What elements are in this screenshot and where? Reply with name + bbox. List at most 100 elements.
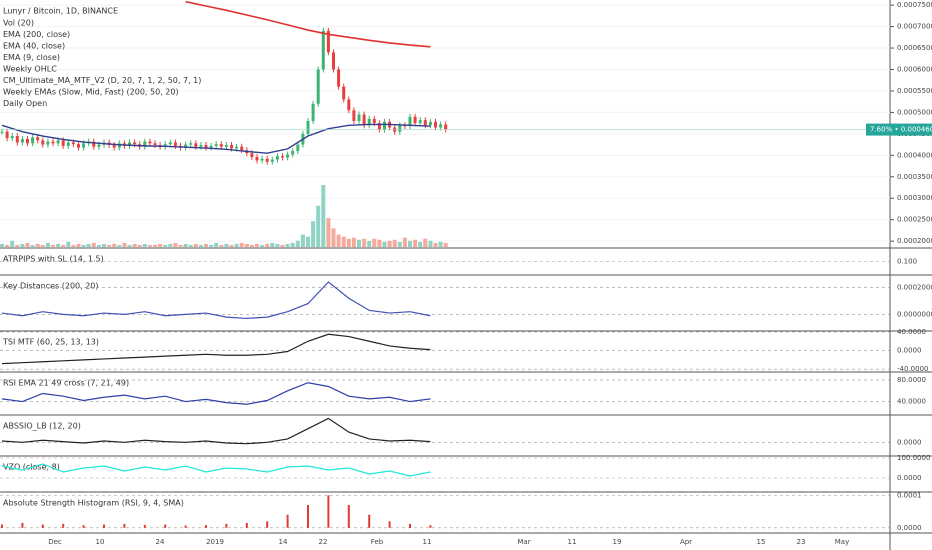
price-tick-label: 0.0002500 bbox=[897, 216, 932, 224]
volume-bar bbox=[71, 244, 76, 247]
volume-bar bbox=[25, 242, 30, 247]
volume-bar bbox=[163, 244, 168, 247]
candle-body bbox=[5, 131, 9, 139]
pane-label: RSI EMA 21 49 cross (7, 21, 49) bbox=[3, 379, 129, 388]
histogram-bar bbox=[286, 514, 289, 528]
candle-body bbox=[20, 139, 24, 143]
ema40-line bbox=[1, 123, 431, 154]
volume-bar bbox=[357, 239, 361, 247]
histogram-bar bbox=[205, 525, 207, 528]
histogram-bar bbox=[82, 525, 85, 528]
volume-bar bbox=[290, 242, 295, 247]
volume-bar bbox=[127, 244, 132, 247]
candle-body bbox=[51, 141, 55, 144]
histogram-bar bbox=[164, 524, 167, 528]
candle-body bbox=[291, 151, 295, 155]
candle-body bbox=[260, 158, 264, 161]
histogram-bar bbox=[21, 522, 24, 528]
candle-body bbox=[10, 136, 14, 139]
pane-tick-label: 0.00000000 bbox=[897, 310, 932, 318]
candle-body bbox=[0, 131, 4, 133]
volume-bar bbox=[86, 243, 91, 247]
candle-body bbox=[439, 124, 443, 128]
candle-body bbox=[296, 144, 300, 152]
volume-bar bbox=[397, 241, 402, 247]
volume-bar bbox=[40, 244, 45, 247]
candle-body bbox=[15, 136, 19, 143]
volume-bar bbox=[295, 240, 300, 247]
volume-bar bbox=[275, 243, 280, 247]
candle-body bbox=[332, 52, 335, 70]
candle-body bbox=[143, 141, 147, 147]
price-tick-label: 0.0007000 bbox=[897, 23, 932, 31]
pane-tick-label: 0.0001 bbox=[897, 491, 922, 499]
volume-bar bbox=[66, 241, 71, 247]
time-tick-label: 24 bbox=[156, 538, 165, 546]
pane-tick-label: 40.0000 bbox=[897, 398, 926, 406]
candle-body bbox=[240, 146, 244, 151]
volume-bar bbox=[249, 244, 254, 247]
ema200-line bbox=[185, 0, 431, 48]
time-tick-label: 2019 bbox=[206, 538, 224, 546]
candle-body bbox=[383, 121, 386, 130]
volume-bar bbox=[423, 238, 428, 247]
indicator-line bbox=[1, 463, 431, 477]
candle-body bbox=[403, 125, 407, 127]
candle-body bbox=[56, 140, 60, 144]
candle-body bbox=[204, 145, 208, 148]
volume-bar bbox=[204, 243, 208, 247]
volume-bar bbox=[402, 237, 407, 247]
candle-body bbox=[398, 125, 402, 132]
candle-body bbox=[255, 157, 259, 161]
candle-body bbox=[168, 142, 172, 145]
volume-bar bbox=[418, 241, 423, 247]
time-tick-label: 11 bbox=[568, 538, 577, 546]
volume-bar bbox=[362, 238, 367, 247]
volume-bar bbox=[107, 244, 112, 247]
volume-bar bbox=[372, 238, 377, 247]
volume-bar bbox=[96, 244, 101, 247]
histogram-bar bbox=[184, 525, 187, 528]
pane-tick-label: 0.0000 bbox=[897, 474, 922, 482]
price-badge bbox=[866, 123, 932, 136]
time-tick-label: 22 bbox=[319, 538, 328, 546]
legend-entry: Weekly OHLC bbox=[3, 65, 57, 74]
candle-body bbox=[214, 144, 218, 146]
volume-bar bbox=[81, 244, 86, 247]
volume-bar bbox=[198, 244, 203, 247]
candle-body bbox=[41, 140, 45, 145]
histogram-bar bbox=[368, 514, 371, 528]
candle-body bbox=[418, 120, 422, 124]
histogram-bar bbox=[409, 523, 411, 528]
indicator-line bbox=[1, 333, 431, 365]
candle-body bbox=[413, 116, 417, 124]
candle-body bbox=[219, 144, 223, 147]
price-tick-label: 0.0003500 bbox=[897, 173, 932, 181]
pane-tick-label: 40.0000 bbox=[897, 328, 926, 336]
histogram-bar bbox=[225, 523, 228, 528]
volume-bar bbox=[122, 242, 127, 247]
candle-body bbox=[46, 141, 50, 145]
pane-label: ATRPIPS with SL (14, 1.5) bbox=[3, 255, 104, 264]
volume-bar bbox=[270, 242, 275, 247]
volume-bar bbox=[244, 243, 249, 247]
volume-bar bbox=[326, 218, 331, 247]
volume-bar bbox=[132, 243, 137, 247]
candle-body bbox=[184, 144, 188, 148]
pane-label: TSI MTF (60, 25, 13, 13) bbox=[2, 338, 99, 347]
price-tick-label: 0.0005000 bbox=[897, 108, 932, 116]
candle-body bbox=[357, 114, 361, 121]
price-tick-label: 0.0002000 bbox=[897, 237, 932, 245]
volume-bar bbox=[188, 244, 193, 247]
pane-tick-label: 0.00020000 bbox=[897, 283, 932, 291]
legend-entry: EMA (9, close) bbox=[3, 53, 60, 62]
time-tick-label: 23 bbox=[797, 538, 806, 546]
candle-body bbox=[281, 156, 284, 158]
candle-body bbox=[265, 158, 269, 162]
volume-bar bbox=[178, 244, 183, 247]
volume-bar bbox=[260, 244, 265, 247]
volume-bar bbox=[255, 243, 259, 247]
indicator-line bbox=[1, 417, 431, 445]
volume-bar bbox=[183, 243, 188, 247]
